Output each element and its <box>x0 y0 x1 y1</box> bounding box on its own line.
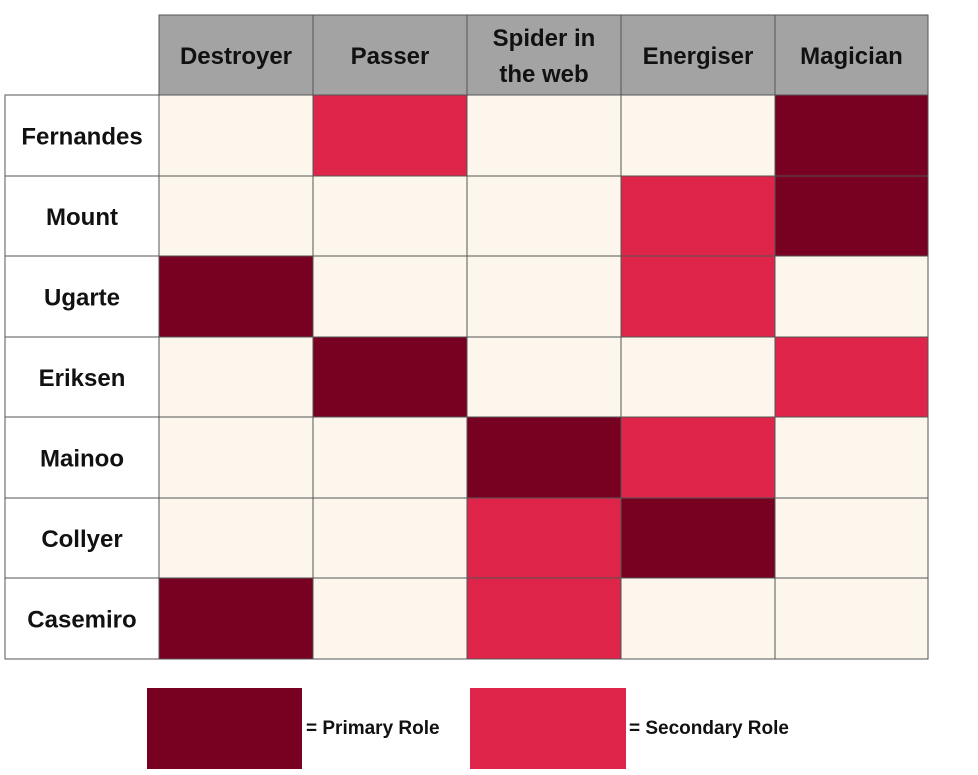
heatmap-cell <box>312 577 468 660</box>
row-labels: Fernandes Mount Ugarte Eriksen Mainoo Collyer… <box>4 94 160 660</box>
heatmap-cell <box>466 577 622 660</box>
column-header-spider-in-the-web <box>466 14 622 96</box>
heatmap-cell <box>158 416 314 499</box>
heatmap-cell <box>466 416 622 499</box>
heatmap-cell <box>620 497 776 579</box>
heatmap-cell <box>466 336 622 418</box>
heatmap-cell <box>620 175 776 257</box>
legend-primary-swatch <box>147 688 302 769</box>
heatmap-cell <box>774 336 929 418</box>
column-header-magician <box>774 14 929 96</box>
heatmap-cell <box>312 175 468 257</box>
heatmap-cell <box>774 94 929 177</box>
column-header-energiser <box>620 14 776 96</box>
heatmap-cell <box>620 255 776 338</box>
row-label: Mainoo <box>40 446 124 473</box>
heatmap-cell <box>774 577 929 660</box>
row-label: Collyer <box>41 526 122 553</box>
column-header-label: Magician <box>800 43 903 70</box>
heatmap-cell <box>312 336 468 418</box>
heatmap-cell <box>158 94 314 177</box>
heatmap-cell <box>312 416 468 499</box>
column-header-label: Destroyer <box>180 43 292 70</box>
heatmap-cell <box>774 416 929 499</box>
column-header-label: Passer <box>351 43 430 70</box>
heatmap-cell <box>774 255 929 338</box>
row-label: Casemiro <box>27 607 136 634</box>
column-header-passer <box>312 14 468 96</box>
heatmap-cell <box>774 175 929 257</box>
heatmap-cell <box>466 255 622 338</box>
heatmap-cell <box>312 497 468 579</box>
heatmap-cell <box>620 94 776 177</box>
row-header-mainoo <box>4 416 160 499</box>
heatmap-cell <box>466 94 622 177</box>
heatmap-cell <box>158 336 314 418</box>
heatmap-cell <box>312 255 468 338</box>
heatmap-cell <box>158 497 314 579</box>
heatmap-cell <box>466 497 622 579</box>
row-label: Mount <box>46 204 118 231</box>
legend-secondary-label: = Secondary Role <box>629 718 789 739</box>
heatmap-cell <box>620 416 776 499</box>
heatmap-cell <box>466 175 622 257</box>
heatmap-cell <box>158 255 314 338</box>
row-label: Ugarte <box>44 285 120 312</box>
heatmap-cell <box>620 336 776 418</box>
row-header-casemiro <box>4 577 160 660</box>
column-header-label: the web <box>499 61 588 88</box>
row-header-ugarte <box>4 255 160 338</box>
column-header-destroyer <box>158 14 314 96</box>
legend-primary-label: = Primary Role <box>306 718 440 739</box>
heatmap-cell <box>312 94 468 177</box>
row-header-fernandes <box>4 94 160 177</box>
heatmap-cell <box>158 577 314 660</box>
legend-secondary-swatch <box>470 688 626 769</box>
column-headers: Destroyer Passer Spider in the web Energiser… <box>158 14 929 96</box>
column-header-label: Energiser <box>643 43 754 70</box>
heatmap-cells <box>158 94 929 660</box>
heatmap-cell <box>774 497 929 579</box>
legend: = Primary Role = Secondary Role <box>147 688 789 769</box>
heatmap-cell <box>158 175 314 257</box>
row-label: Fernandes <box>21 124 142 151</box>
row-label: Eriksen <box>39 365 126 392</box>
column-header-label: Spider in <box>493 25 596 52</box>
heatmap-cell <box>620 577 776 660</box>
